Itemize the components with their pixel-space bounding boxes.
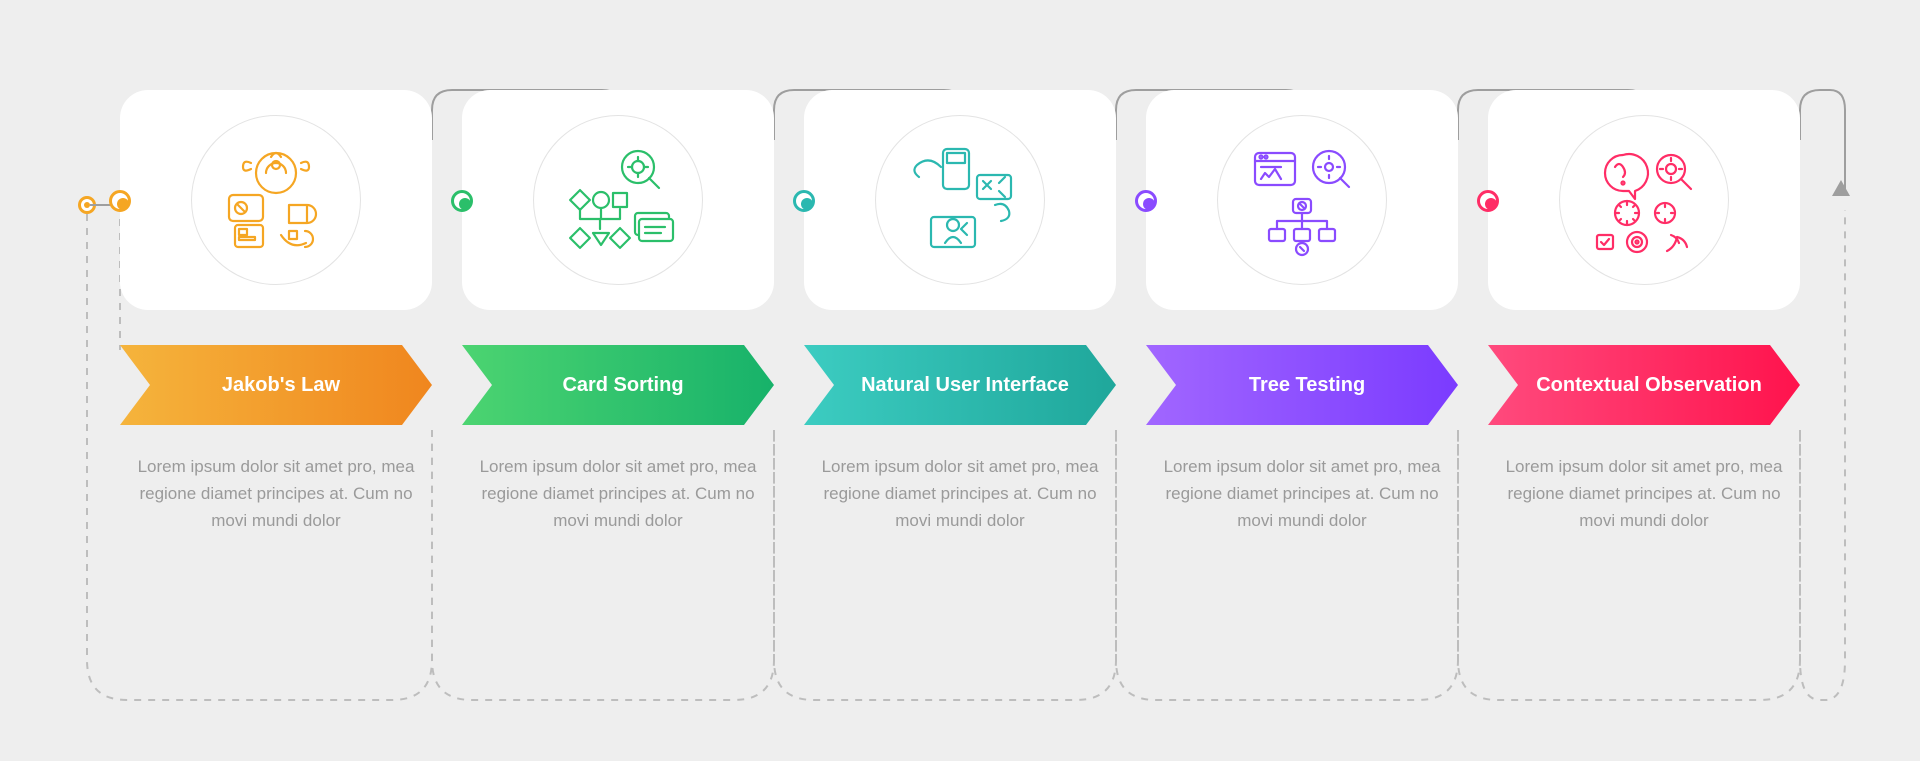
step-2: Card Sorting Lorem ipsum dolor sit amet … — [462, 90, 774, 535]
tree-testing-icon — [1237, 135, 1367, 265]
step-dot-icon — [109, 190, 131, 212]
step-desc: Lorem ipsum dolor sit amet pro, mea regi… — [120, 453, 432, 535]
step-1: Jakob's Law Lorem ipsum dolor sit amet p… — [120, 90, 432, 535]
icon-circle — [875, 115, 1045, 285]
step-desc: Lorem ipsum dolor sit amet pro, mea regi… — [462, 453, 774, 535]
step-dot-icon — [793, 190, 815, 212]
step-desc: Lorem ipsum dolor sit amet pro, mea regi… — [1146, 453, 1458, 535]
step-title: Contextual Observation — [1536, 373, 1762, 398]
step-dot-icon — [451, 190, 473, 212]
step-ribbon: Contextual Observation — [1488, 345, 1800, 425]
contextual-icon — [1579, 135, 1709, 265]
step-3: Natural User Interface Lorem ipsum dolor… — [804, 90, 1116, 535]
step-card — [120, 90, 432, 310]
step-title: Jakob's Law — [222, 373, 340, 398]
step-desc: Lorem ipsum dolor sit amet pro, mea regi… — [804, 453, 1116, 535]
step-dot-icon — [1477, 190, 1499, 212]
infographic-stage: Jakob's Law Lorem ipsum dolor sit amet p… — [120, 90, 1800, 535]
start-dot — [78, 196, 96, 214]
step-card — [1488, 90, 1800, 310]
jakobs-law-icon — [211, 135, 341, 265]
icon-circle — [533, 115, 703, 285]
step-ribbon: Tree Testing — [1146, 345, 1458, 425]
nui-icon — [895, 135, 1025, 265]
icon-circle — [1217, 115, 1387, 285]
steps-row: Jakob's Law Lorem ipsum dolor sit amet p… — [120, 90, 1800, 535]
step-4: Tree Testing Lorem ipsum dolor sit amet … — [1146, 90, 1458, 535]
card-sorting-icon — [553, 135, 683, 265]
icon-circle — [1559, 115, 1729, 285]
step-title: Tree Testing — [1249, 373, 1365, 398]
icon-circle — [191, 115, 361, 285]
step-ribbon: Jakob's Law — [120, 345, 432, 425]
step-title: Card Sorting — [562, 373, 683, 398]
end-arrow-icon — [1832, 180, 1850, 196]
step-ribbon: Card Sorting — [462, 345, 774, 425]
step-card — [804, 90, 1116, 310]
step-card — [1146, 90, 1458, 310]
step-card — [462, 90, 774, 310]
step-dot-icon — [1135, 190, 1157, 212]
step-title: Natural User Interface — [861, 373, 1069, 398]
step-desc: Lorem ipsum dolor sit amet pro, mea regi… — [1488, 453, 1800, 535]
step-ribbon: Natural User Interface — [804, 345, 1116, 425]
step-5: Contextual Observation Lorem ipsum dolor… — [1488, 90, 1800, 535]
